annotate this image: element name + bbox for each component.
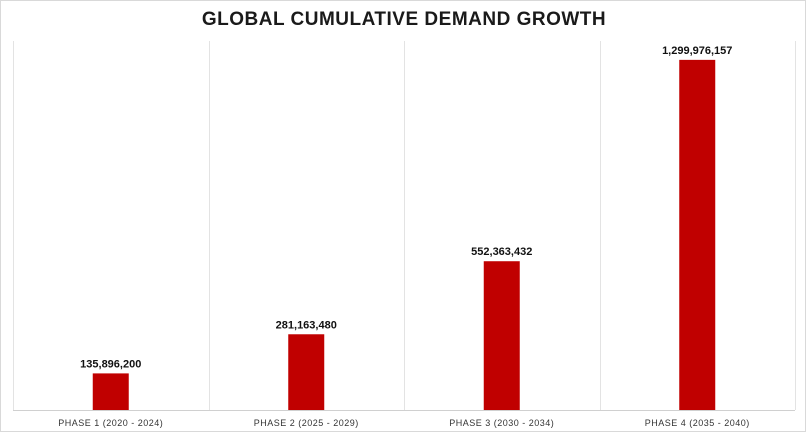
x-tick-label-4: PHASE 4 (2035 - 2040) <box>645 418 750 428</box>
chart-title: GLOBAL CUMULATIVE DEMAND GROWTH <box>201 9 607 30</box>
bar-1 <box>92 373 129 410</box>
bar-4 <box>679 59 716 410</box>
bar-3 <box>483 261 520 410</box>
x-tick-label-2: PHASE 2 (2025 - 2029) <box>254 418 359 428</box>
data-label-1: 135,896,200 <box>80 358 141 370</box>
x-tick-label-1: PHASE 1 (2020 - 2024) <box>58 418 163 428</box>
data-label-2: 281,163,480 <box>276 319 337 331</box>
bar-2 <box>288 334 325 410</box>
data-label-4: 1,299,976,157 <box>662 45 732 57</box>
data-label-3: 552,363,432 <box>471 246 532 258</box>
x-tick-label-3: PHASE 3 (2030 - 2034) <box>449 418 554 428</box>
